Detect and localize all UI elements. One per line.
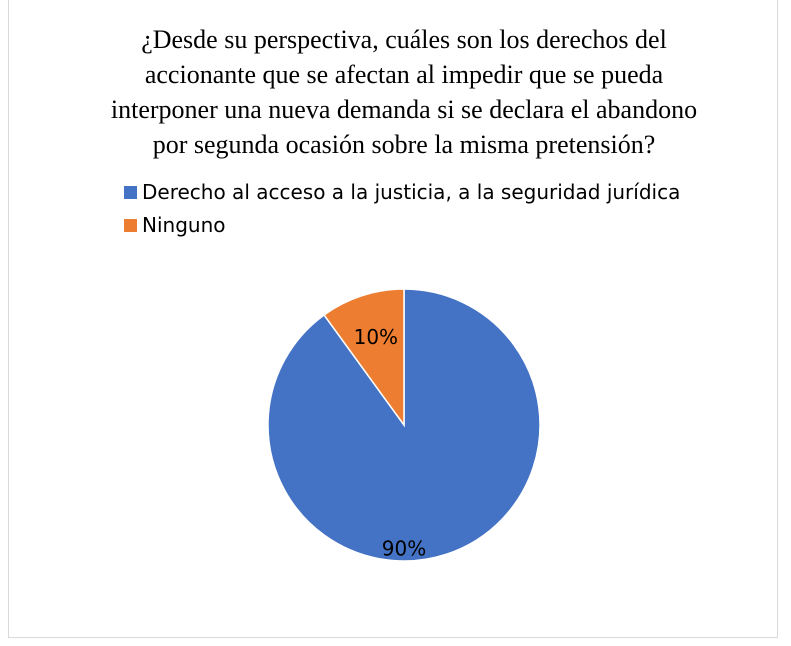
legend-swatch (124, 219, 137, 232)
legend-entry: Derecho al acceso a la justicia, a la se… (124, 176, 684, 209)
legend-swatch (124, 186, 137, 199)
chart-title: ¿Desde su perspectiva, cuáles son los de… (110, 25, 698, 159)
legend: Derecho al acceso a la justicia, a la se… (124, 176, 684, 242)
chart-border (8, 0, 778, 638)
data-label: 90% (382, 537, 426, 561)
legend-label: Derecho al acceso a la justicia, a la se… (142, 180, 681, 204)
legend-entry: Ninguno (124, 209, 684, 242)
pie-slice (323, 288, 405, 428)
data-label: 10% (354, 325, 398, 349)
legend-label: Ninguno (142, 213, 226, 237)
